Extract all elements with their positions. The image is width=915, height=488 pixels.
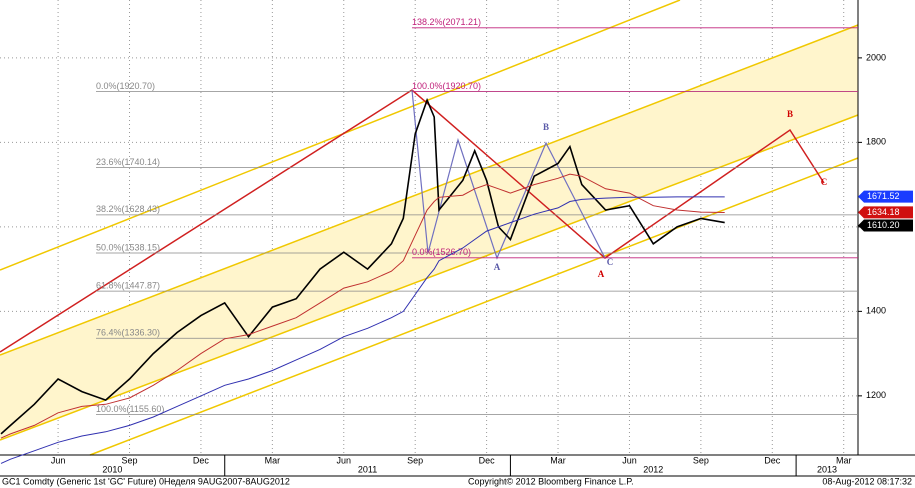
fib-label: 76.4%(1336.30) — [96, 328, 160, 338]
wave-label: B — [787, 109, 793, 119]
year-label: 2013 — [817, 464, 837, 474]
y-tick-label: 2000 — [866, 52, 886, 62]
footer-right: 08-Aug-2012 08:17:32 — [822, 476, 912, 486]
price-line — [0, 97, 725, 435]
fib-label: 23.6%(1740.14) — [96, 157, 160, 167]
year-label: 2010 — [102, 464, 122, 474]
fib-label: 0.0%(1920.70) — [96, 81, 155, 91]
wave-label: A — [598, 269, 605, 279]
channel-fill — [0, 25, 858, 440]
x-tick-label: Mar — [836, 455, 852, 465]
price-tag — [858, 219, 913, 232]
price-line — [0, 173, 725, 439]
x-tick-label: Dec — [479, 455, 496, 465]
channel-line — [0, 24, 859, 356]
fib-label: 100.0%(1920.70) — [412, 81, 481, 91]
fib-label: 138.2%(2071.21) — [412, 17, 481, 27]
x-tick-label: Jun — [51, 455, 66, 465]
x-tick-label: Jun — [337, 455, 352, 465]
footer-center: Copyright© 2012 Bloomberg Finance L.P. — [468, 476, 634, 486]
fib-label: 50.0%(1538.15) — [96, 242, 160, 252]
price-tag — [858, 206, 913, 219]
wave-label: A — [494, 262, 501, 272]
x-tick-label: Dec — [193, 455, 210, 465]
channel-line — [89, 157, 859, 456]
footer-left: GC1 Comdty (Generic 1st 'GC' Future) 0Не… — [2, 476, 290, 486]
y-tick-label: 1400 — [866, 306, 886, 316]
abc-pattern — [411, 89, 606, 260]
fib-label: 100.0%(1155.60) — [96, 404, 164, 414]
year-label: 2011 — [358, 464, 377, 474]
price-tag — [858, 190, 913, 203]
fib-label: 38.2%(1628.43) — [96, 204, 160, 214]
price-tag-label: 1671.52 — [867, 191, 900, 201]
channel-line — [0, 114, 859, 441]
price-tag-label: 1634.18 — [867, 207, 900, 217]
x-tick-label: Mar — [550, 455, 566, 465]
fib-label: 61.8%(1447.87) — [96, 281, 160, 291]
price-tag-label: 1610.20 — [867, 220, 900, 230]
year-label: 2012 — [643, 464, 663, 474]
y-tick-label: 1200 — [866, 390, 886, 400]
channels — [0, 0, 859, 456]
x-tick-label: Sep — [122, 455, 138, 465]
y-tick-label: 1800 — [866, 137, 886, 147]
wave-label: B — [543, 122, 549, 132]
x-tick-label: Dec — [764, 455, 781, 465]
wave-label: C — [607, 257, 614, 267]
x-tick-label: Sep — [407, 455, 423, 465]
price-line — [0, 196, 725, 464]
x-tick-label: Mar — [265, 455, 281, 465]
x-tick-label: Sep — [693, 455, 709, 465]
wave-label: C — [821, 177, 828, 187]
x-tick-label: Jun — [622, 455, 637, 465]
fib-label: 0.0%(1526.70) — [412, 247, 471, 257]
